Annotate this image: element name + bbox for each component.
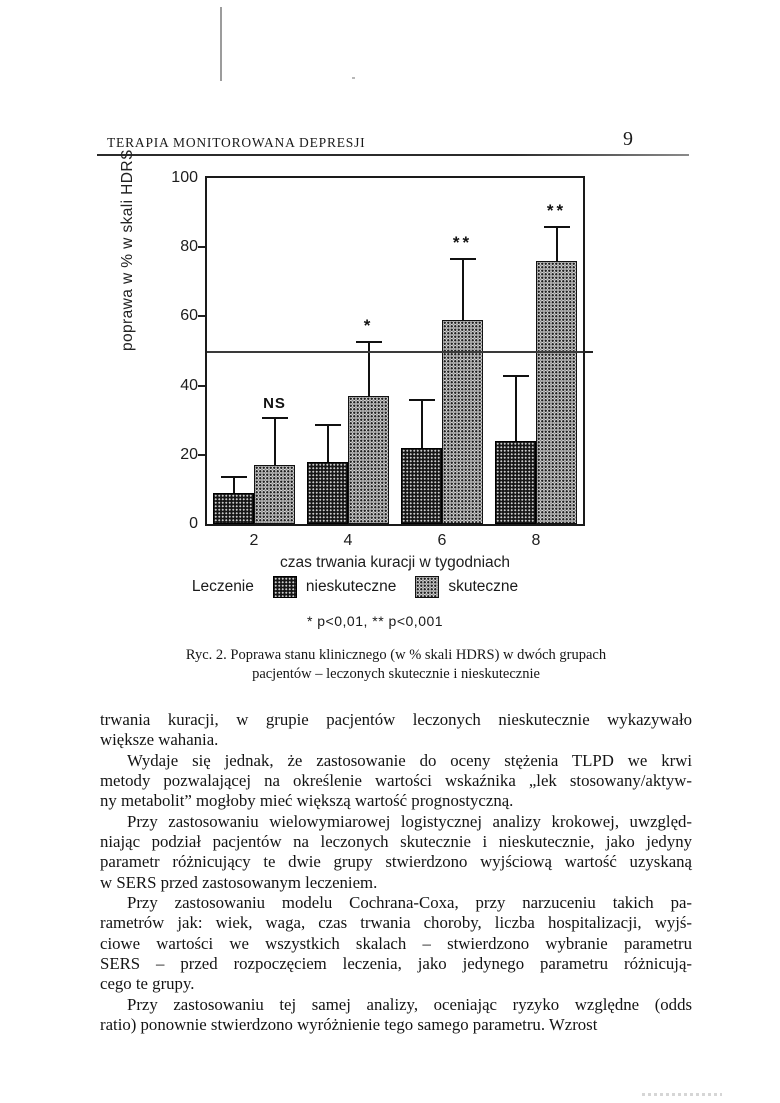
running-title: TERAPIA MONITOROWANA DEPRESJI (107, 135, 366, 150)
y-tick-label: 0 (189, 515, 198, 532)
bar-nieskuteczne-week-8 (495, 440, 536, 524)
error-bar-skuteczne-week-4 (355, 340, 382, 396)
reference-line-right-tick (583, 351, 593, 353)
error-bar-nieskuteczne-week-6 (408, 399, 435, 448)
body-text-line: Przy zastosowaniu tej samej analizy, oce… (127, 994, 692, 1014)
bar-nieskuteczne-week-2 (213, 492, 254, 524)
body-text-line: cego te grupy. (100, 974, 195, 994)
bar-nieskuteczne-week-6 (401, 447, 442, 524)
y-tick-label: 40 (180, 376, 198, 394)
x-tick-label: 2 (249, 532, 259, 549)
error-bar-nieskuteczne-week-2 (220, 475, 247, 493)
legend-swatch-nieskuteczne (272, 576, 297, 598)
body-text-line: ciowe wartości we wszystkich skalach – s… (100, 933, 692, 953)
annotation-week-2: NS (263, 394, 286, 412)
y-tick-mark (198, 246, 205, 249)
annotation-week-4: * (363, 315, 374, 335)
scan-artifact-smudge (642, 1093, 722, 1096)
y-tick-label: 20 (180, 445, 198, 463)
x-tick-label: 4 (343, 532, 353, 549)
error-bar-skuteczne-week-2 (261, 416, 288, 466)
y-tick-label: 80 (180, 238, 198, 256)
body-text-line: Przy zastosowaniu modelu Cochrana-Coxa, … (127, 893, 692, 913)
figure-caption: Ryc. 2. Poprawa stanu klinicznego (w % s… (100, 646, 692, 684)
body-text-line: parametr różnicujący te dwie grupy stwie… (100, 852, 692, 872)
error-bar-stem (461, 258, 464, 320)
y-tick-mark (198, 315, 205, 318)
header-rule (97, 154, 689, 156)
error-bar-stem (273, 417, 276, 466)
error-bar-stem (232, 476, 235, 493)
body-text-line: rametrów jak: wiek, waga, czas trwania c… (100, 913, 692, 933)
x-axis-label: czas trwania kuracji w tygodniach (279, 554, 511, 571)
legend-label-skuteczne: skuteczne (448, 578, 519, 595)
body-text-line: Wydaje się jednak, że zastosowanie do oc… (127, 750, 692, 770)
figure-caption-line1: Ryc. 2. Poprawa stanu klinicznego (w % s… (185, 647, 607, 663)
x-tick-label: 8 (531, 532, 541, 549)
body-text-line: niając podział pacjentów na leczonych sk… (100, 832, 692, 852)
error-bar-stem (367, 341, 370, 396)
body-text-line: SERS – przed rozpoczęciem leczenia, jako… (100, 954, 692, 974)
annotation-week-8: ** (546, 201, 567, 221)
page-number: 9 (623, 128, 633, 150)
body-text-line: w SERS przed zastosowanym leczeniem. (100, 872, 378, 892)
bar-chart-plot-area: 0 20 40 60 80 100 2 NS 4 * 6 ** 8 ** (171, 169, 593, 549)
body-text-line: większe wahania. (100, 730, 219, 750)
error-bar-skuteczne-week-8 (543, 226, 570, 262)
bar-skuteczne-week-4 (348, 395, 389, 524)
y-tick-mark (198, 453, 205, 456)
body-text-line: trwania kuracji, w grupie pacjentów lecz… (100, 710, 692, 729)
error-bar-stem (555, 227, 558, 262)
bar-nieskuteczne-week-4 (307, 461, 348, 524)
annotation-week-6: ** (452, 232, 473, 252)
body-text-line: ny metabolit” mogłoby mieć większą warto… (100, 791, 514, 811)
scan-artifact-speck (352, 77, 355, 79)
legend-swatch-skuteczne (415, 576, 440, 598)
error-bar-nieskuteczne-week-4 (314, 423, 341, 462)
bar-skuteczne-week-8 (536, 261, 577, 524)
significance-note: * p<0,01, ** p<0,001 (306, 613, 444, 629)
scan-artifact-vertical-line (220, 7, 222, 81)
y-tick-label: 60 (180, 307, 198, 325)
y-tick-label: 100 (171, 169, 198, 186)
bar-skuteczne-week-6 (442, 319, 483, 524)
error-bar-stem (326, 424, 329, 462)
chart-legend: Leczenie nieskuteczne skuteczne (145, 576, 565, 598)
x-tick-label: 6 (437, 532, 447, 549)
body-text-line: ratio) ponownie stwierdzono wyróżnienie … (100, 1015, 598, 1035)
legend-title: Leczenie (191, 578, 254, 595)
reference-line-50 (207, 351, 583, 353)
error-bar-stem (514, 376, 517, 441)
error-bar-stem (420, 400, 423, 448)
y-tick-mark (198, 384, 205, 387)
figure-caption-line2: pacjentów – leczonych skutecznie i niesk… (252, 666, 540, 682)
error-bar-nieskuteczne-week-8 (502, 375, 529, 441)
legend-label-nieskuteczne: nieskuteczne (305, 578, 397, 595)
body-text-line: metody pozwalającej na określenie wartoś… (100, 771, 692, 791)
body-text: trwania kuracji, w grupie pacjentów lecz… (100, 710, 692, 1036)
body-text-line: Przy zastosowaniu wielowymiarowej logist… (127, 811, 692, 831)
page-header: TERAPIA MONITOROWANA DEPRESJI 9 (100, 128, 692, 155)
error-bar-skuteczne-week-6 (449, 257, 476, 320)
bar-skuteczne-week-2 (254, 465, 295, 524)
